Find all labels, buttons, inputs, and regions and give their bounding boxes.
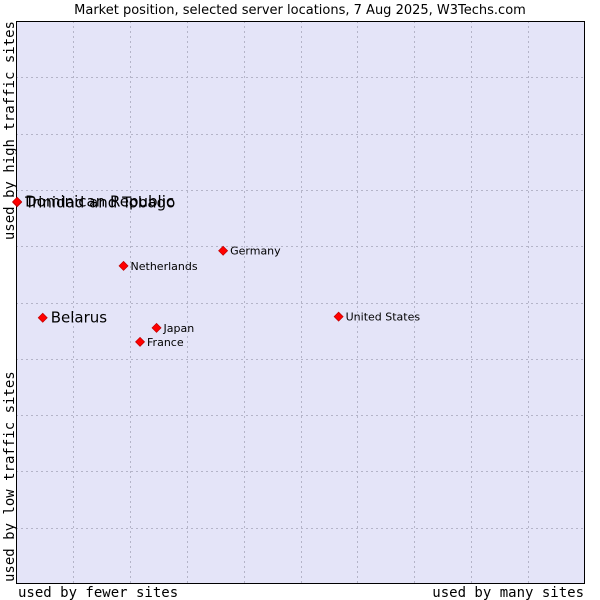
point-label-united-states: United States	[346, 311, 421, 324]
point-label-dominican-republic: Dominican Republic	[25, 193, 174, 211]
point-marker-dominican-republic	[12, 196, 23, 207]
grid-lines	[16, 21, 585, 584]
point-label-netherlands: Netherlands	[131, 260, 198, 273]
plot-area	[16, 21, 585, 584]
point-marker-netherlands	[118, 260, 129, 271]
point-label-japan: Japan	[163, 322, 195, 335]
x-axis-label-left: used by fewer sites	[18, 585, 178, 600]
point-marker-germany	[218, 245, 229, 256]
y-axis-label-bottom: used by low traffic sites	[2, 371, 18, 582]
point-label-france: France	[147, 336, 184, 349]
point-label-trinidad-and-tobago: Trinidad and Tobago	[24, 193, 175, 211]
point-marker-united-states	[333, 311, 344, 322]
y-axis-label-top: used by high traffic sites	[2, 21, 18, 240]
x-axis-label-right: used by many sites	[432, 585, 584, 600]
point-marker-belarus	[37, 312, 48, 323]
plot-border	[16, 21, 585, 584]
point-label-belarus: Belarus	[51, 309, 108, 327]
chart-title: Market position, selected server locatio…	[74, 3, 526, 18]
point-label-germany: Germany	[230, 245, 281, 258]
point-marker-france	[135, 336, 146, 347]
point-marker-japan	[151, 322, 162, 333]
